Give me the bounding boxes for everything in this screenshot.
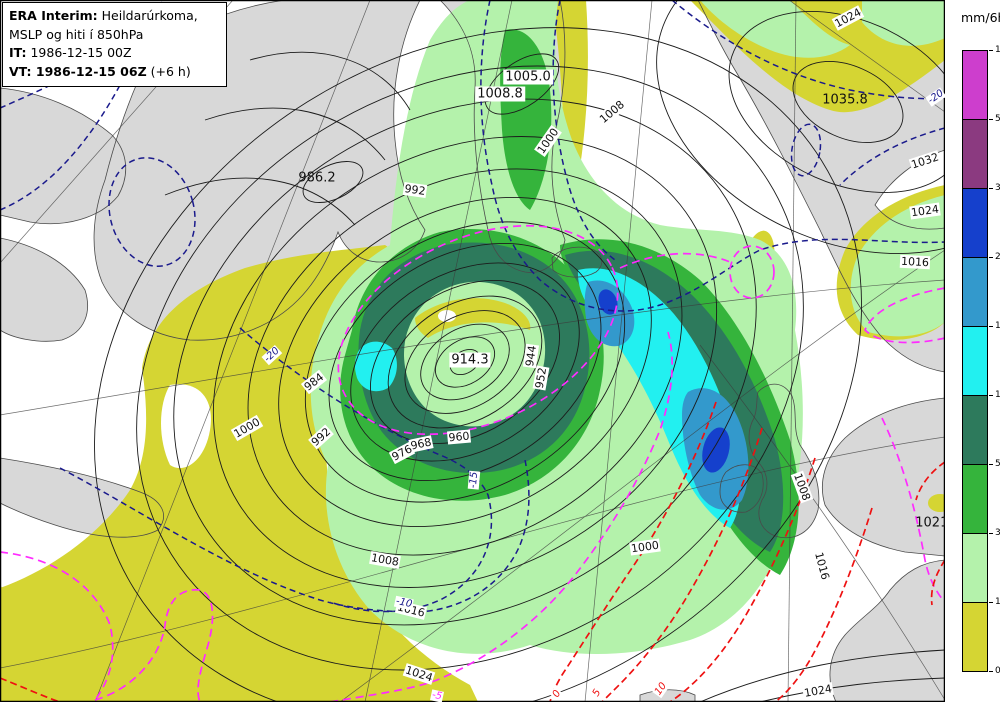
colorbar-panel: mm/6h 100 50 30 20 15 10 5 3 1 0.5: [945, 0, 1000, 707]
isobar-layer: [94, 0, 945, 702]
colorbar-tick-label: 10: [995, 390, 1000, 400]
colorbar-tick: [989, 671, 993, 672]
colorbar-segment: [962, 395, 988, 465]
colorbar-unit-label: mm/6h: [961, 10, 1000, 25]
colorbar-segment: [962, 464, 988, 534]
colorbar-tick: [989, 50, 993, 51]
colorbar-tick: [989, 395, 993, 396]
colorbar-tick-label: 15: [995, 321, 1000, 331]
weather-map-svg: [0, 0, 945, 702]
map-canvas: 914.3 1005.0 1008.8 986.2 1035.8 1021.9 992 100…: [0, 0, 961, 703]
legend-init-time: IT: 1986-12-15 00Z: [9, 45, 132, 60]
colorbar-tick: [989, 326, 993, 327]
cyclone-eye-yellow-arc: [415, 298, 531, 338]
colorbar-tick-label: 30: [995, 183, 1000, 193]
colorbar-tick: [989, 119, 993, 120]
legend-title-line1: ERA Interim: Heildarúrkoma,: [9, 8, 198, 23]
colorbar-segment: [962, 50, 988, 120]
dry-slot: [161, 384, 211, 469]
legend-valid-time: VT: 1986-12-15 06Z (+6 h): [9, 63, 191, 79]
colorbar-tick-label: 100: [995, 45, 1000, 55]
colorbar-segment: [962, 119, 988, 189]
precip-blue-layer: [598, 289, 730, 473]
colorbar-tick: [989, 533, 993, 534]
graticule-layer: [0, 0, 945, 702]
colorbar-tick: [989, 602, 993, 603]
map-frame-border: [0, 0, 945, 702]
colorbar-segment: [962, 602, 988, 672]
temp-warm-contours: [0, 401, 945, 702]
colorbar-tick-label: 20: [995, 252, 1000, 262]
colorbar-tick-label: 0.5: [995, 666, 1000, 676]
colorbar-tick-label: 50: [995, 114, 1000, 124]
colorbar-tick: [989, 257, 993, 258]
colorbar-segment: [962, 533, 988, 603]
colorbar-tick-label: 1: [995, 597, 1000, 607]
temp-minus5-contours: [0, 224, 945, 702]
colorbar-segment: [962, 188, 988, 258]
colorbar-tick-label: 5: [995, 459, 1000, 469]
colorbar-segment: [962, 326, 988, 396]
legend-title-line2: MSLP og hiti í 850hPa: [9, 26, 144, 42]
colorbar-tick: [989, 464, 993, 465]
colorbar-tick: [989, 188, 993, 189]
legend-box: ERA Interim: Heildarúrkoma, MSLP og hiti…: [2, 2, 227, 87]
colorbar: 100 50 30 20 15 10 5 3 1 0.5: [962, 45, 1000, 676]
colorbar-segment: [962, 257, 988, 327]
colorbar-tick-label: 3: [995, 528, 1000, 538]
cyclone-eye-dry-spot: [438, 310, 456, 322]
